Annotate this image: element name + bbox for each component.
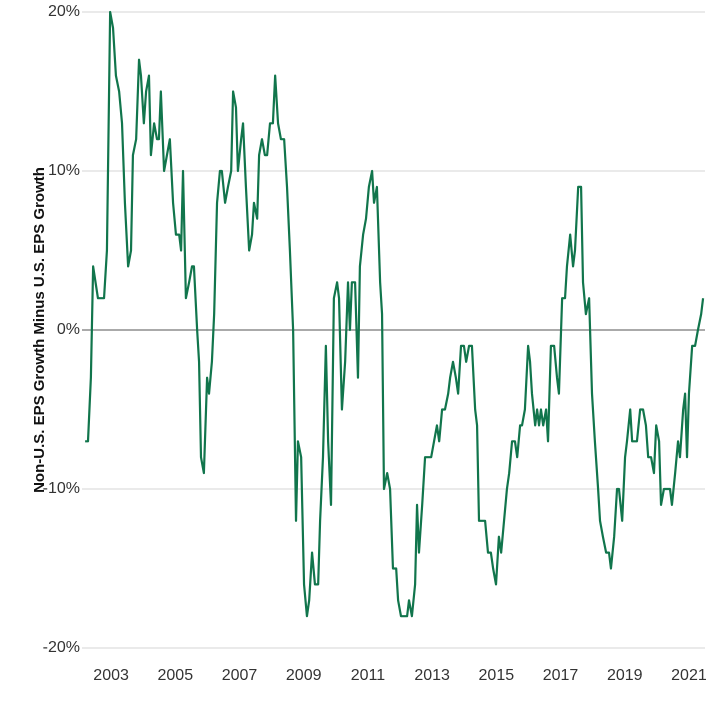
y-tick-label: 20%	[48, 3, 80, 20]
y-tick-label: -20%	[43, 639, 80, 656]
x-tick-label: 2013	[414, 667, 450, 684]
x-tick-label: 2017	[543, 667, 579, 684]
data-line	[85, 10, 705, 618]
y-tick-label: 10%	[48, 162, 80, 179]
y-tick-label: -10%	[43, 480, 80, 497]
x-tick-label: 2011	[351, 667, 386, 684]
x-tick-label: 2009	[286, 667, 322, 684]
x-tick-label: 2021	[671, 667, 707, 684]
x-tick-label: 2007	[222, 667, 258, 684]
x-tick-label: 2003	[93, 667, 129, 684]
x-tick-label: 2015	[479, 667, 515, 684]
y-axis-label: Non-U.S. EPS Growth Minus U.S. EPS Growt…	[31, 167, 48, 493]
x-tick-label: 2019	[607, 667, 643, 684]
y-tick-label: 0%	[57, 321, 80, 338]
x-tick-label: 2005	[158, 667, 194, 684]
